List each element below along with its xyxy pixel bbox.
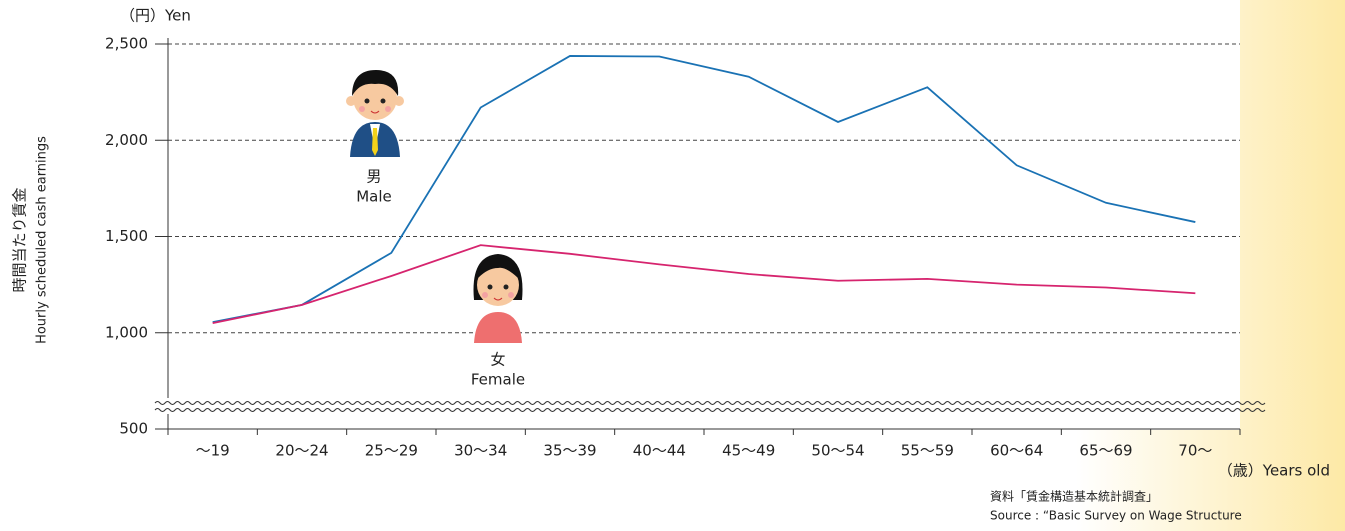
legend-label: Female <box>471 371 525 389</box>
x-tick-label: 55～59 <box>901 442 954 460</box>
y-tick-label: 2,000 <box>105 131 148 149</box>
legend-label: 男 <box>366 168 381 186</box>
x-tick-label: 40～44 <box>633 442 686 460</box>
x-tick-label: 35～39 <box>543 442 596 460</box>
x-unit: （歳）Years old <box>1218 462 1330 480</box>
y-tick-label: 1,000 <box>105 323 148 341</box>
x-tick-label: 60～64 <box>990 442 1043 460</box>
chart: （円）Yen 時間当たり賃金 Hourly scheduled cash ear… <box>0 0 1345 531</box>
y-unit: （円）Yen <box>120 7 191 25</box>
x-tick-label: 50～54 <box>811 442 864 460</box>
x-tick-label: 45～49 <box>722 442 775 460</box>
x-tick-label: 65～69 <box>1079 442 1132 460</box>
x-tick-label: 30～34 <box>454 442 507 460</box>
x-tick-label: 20～24 <box>275 442 328 460</box>
legend-label: 女 <box>490 351 505 369</box>
x-tick-label: 25～29 <box>365 442 418 460</box>
female-icon <box>474 254 523 343</box>
legend-label: Male <box>356 188 392 206</box>
y-tick-label: 2,500 <box>105 35 148 53</box>
source: Source : “Basic Survey on Wage Structure <box>990 509 1242 523</box>
y-tick-label: 1,500 <box>105 227 148 245</box>
x-tick-label: ～19 <box>196 442 230 460</box>
y-axis-label: 時間当たり賃金 <box>11 187 29 292</box>
plot-area <box>168 0 1240 430</box>
y-tick-label: 500 <box>119 420 148 438</box>
source: 資料「賃金構造基本統計調査」 <box>990 489 1158 504</box>
y-axis-label: Hourly scheduled cash earnings <box>35 136 50 344</box>
x-tick-label: 70～ <box>1178 442 1212 460</box>
